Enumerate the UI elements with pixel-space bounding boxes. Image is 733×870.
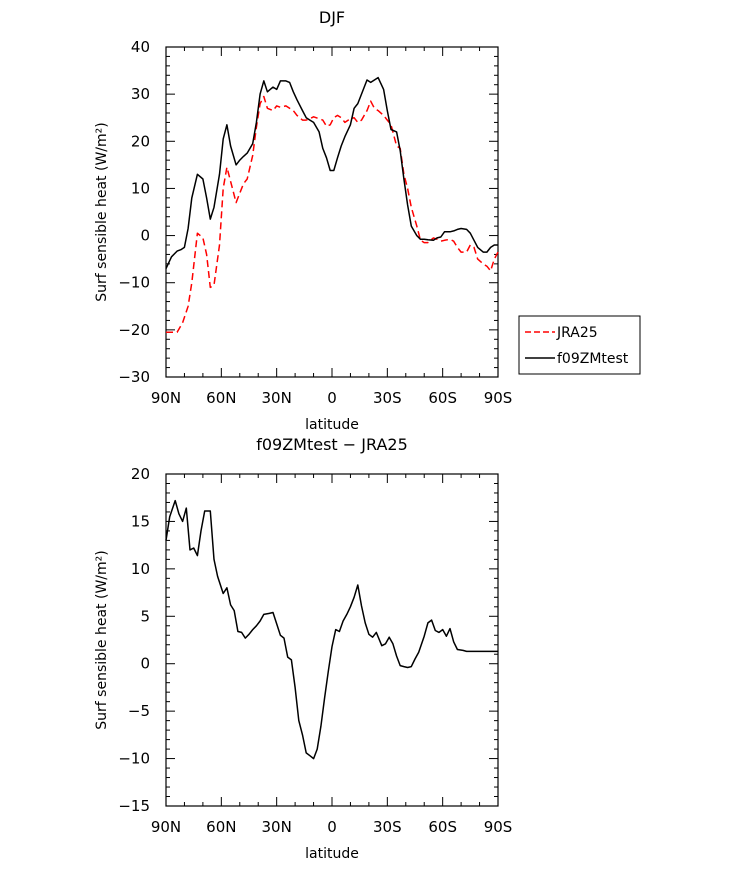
panel-2-y-tick-label: 20 <box>131 465 150 483</box>
panel-2-y-tick-label: −15 <box>118 797 150 815</box>
panel-2-series-line-difference <box>165 499 498 760</box>
panel-1-y-tick-label: 10 <box>131 179 150 197</box>
panel-1-series-line-f09zmtest <box>165 76 498 269</box>
panel-1-x-tick-label: 30S <box>373 389 402 407</box>
panel-1-x-tick-label: 60S <box>428 389 457 407</box>
panel-1-legend-label: f09ZMtest <box>557 351 629 367</box>
panel-2-title: f09ZMtest − JRA25 <box>256 435 408 454</box>
panel-2-x-axis-label: latitude <box>305 846 359 862</box>
panel-1-y-axis-label: Surf sensible heat (W/m²) <box>94 122 110 301</box>
panel-1-x-axis-label: latitude <box>305 417 359 433</box>
panel-2-y-tick-label: 5 <box>140 607 150 625</box>
panel-1-x-tick-label: 0 <box>327 389 337 407</box>
panel-1-title: DJF <box>319 8 345 27</box>
panel-2-y-tick-label: 10 <box>131 560 150 578</box>
panel-2-y-axis-label: Surf sensible heat (W/m²) <box>94 550 110 729</box>
panel-1-y-tick-label: 0 <box>140 227 150 245</box>
panel-2-y-tick-label: −5 <box>128 702 150 720</box>
panel-1-x-tick-label: 90N <box>151 389 181 407</box>
panel-1-y-tick-label: 30 <box>131 85 150 103</box>
panel-2-y-tick-label: 15 <box>131 512 150 530</box>
panel-1-series-line-jra25 <box>166 95 499 333</box>
panel-1-x-tick-label: 60N <box>206 389 236 407</box>
panel-1-y-tick-label: −10 <box>118 274 150 292</box>
panel-1-y-tick-label: 20 <box>131 132 150 150</box>
panel-2-y-tick-label: 0 <box>140 655 150 673</box>
panel-2-x-tick-label: 90S <box>484 818 513 836</box>
panel-2-x-tick-label: 90N <box>151 818 181 836</box>
panel-2-y-tick-label: −10 <box>118 750 150 768</box>
panel-1-y-tick-label: −20 <box>118 321 150 339</box>
panel-2-x-tick-label: 60N <box>206 818 236 836</box>
panel-1-legend-box <box>518 315 641 375</box>
panel-2-plot-frame <box>165 473 499 807</box>
panel-1-y-tick-label: 40 <box>131 38 150 56</box>
panel-1-y-tick-label: −30 <box>118 368 150 386</box>
panel-1-plot-frame <box>165 46 499 378</box>
panel-2-x-tick-label: 30S <box>373 818 402 836</box>
panel-2-x-tick-label: 0 <box>327 818 337 836</box>
panel-1-x-tick-label: 90S <box>484 389 513 407</box>
panel-1-legend-label: JRA25 <box>556 325 598 341</box>
panel-2-x-tick-label: 30N <box>262 818 292 836</box>
panel-1-x-tick-label: 30N <box>262 389 292 407</box>
panel-2-x-tick-label: 60S <box>428 818 457 836</box>
